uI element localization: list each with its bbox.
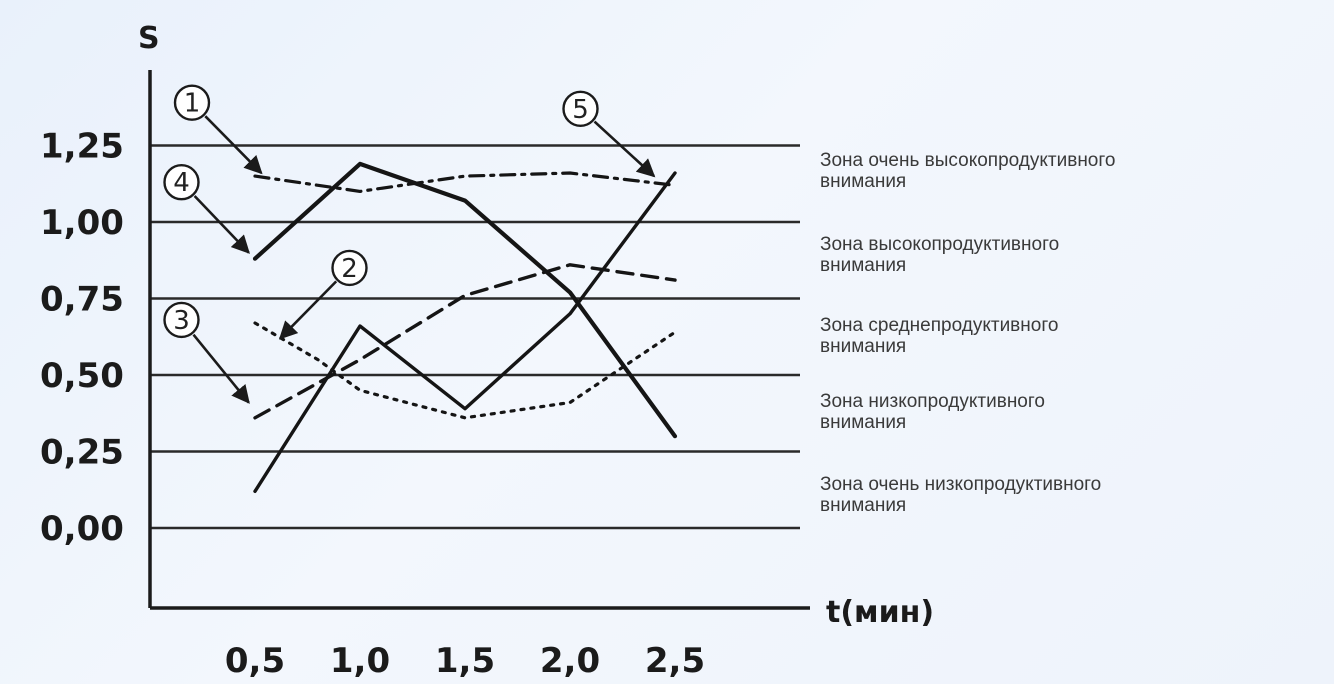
zone-label: Зона высокопродуктивного внимания: [820, 234, 1059, 276]
series-arrow-3: [192, 333, 250, 404]
series-marker-label: 4: [173, 168, 190, 198]
series-line-5: [253, 171, 677, 493]
series-marker-circle-2: [331, 249, 368, 287]
zone-label: Зона очень низкопродуктивного внимания: [820, 474, 1101, 516]
x-tick-label: 2,0: [540, 641, 600, 681]
zone-label: Зона очень высокопродуктивного внимания: [820, 150, 1115, 192]
y-tick-label: 0,00: [40, 509, 124, 549]
series-arrow-4: [193, 195, 250, 254]
y-tick-label: 0,75: [40, 280, 124, 320]
x-tick-label: 1,5: [435, 641, 495, 681]
series-arrow-5: [593, 120, 656, 178]
series-arrow-2: [278, 280, 338, 340]
y-tick-label: 0,50: [40, 356, 124, 396]
series-arrow-1: [204, 115, 263, 175]
zone-label: Зона низкопродуктивного внимания: [820, 391, 1045, 433]
series-marker-label: 3: [173, 306, 190, 336]
x-tick-label: 1,0: [330, 641, 390, 681]
axes: S t(мин): [138, 21, 934, 630]
series-marker-circle-5: [562, 90, 599, 127]
series-marker-circle-1: [173, 84, 211, 121]
series-line-2: [253, 321, 677, 420]
series-line-1: [253, 171, 677, 193]
series-marker-label: 5: [572, 95, 589, 125]
y-axis-title: S: [138, 21, 160, 56]
grid-lines: [150, 144, 800, 530]
y-tick-label: 1,25: [40, 127, 124, 167]
x-tick-label: 2,5: [645, 641, 705, 681]
zone-labels: Зона очень высокопродуктивного внимания Зо…: [820, 150, 1115, 516]
y-tick-label: 1,00: [40, 203, 124, 243]
series-marker-circle-3: [163, 301, 200, 339]
x-axis-title: t(мин): [826, 595, 934, 630]
series-marker-label: 1: [184, 89, 201, 119]
series-marker-circle-4: [163, 164, 200, 201]
x-tick-label: 0,5: [225, 641, 285, 681]
series-markers: 1 2 3 4 5: [163, 84, 656, 404]
y-tick-labels: 0,00 0,25 0,50 0,75 1,00 1,25: [40, 127, 124, 550]
series-marker-label: 2: [341, 254, 358, 284]
zone-label: Зона среднепродуктивного внимания: [820, 315, 1058, 357]
series-line-4: [252, 161, 678, 439]
x-tick-labels: 0,5 1,0 1,5 2,0 2,5: [225, 641, 705, 681]
y-tick-label: 0,25: [40, 433, 124, 473]
data-series: [252, 161, 678, 493]
